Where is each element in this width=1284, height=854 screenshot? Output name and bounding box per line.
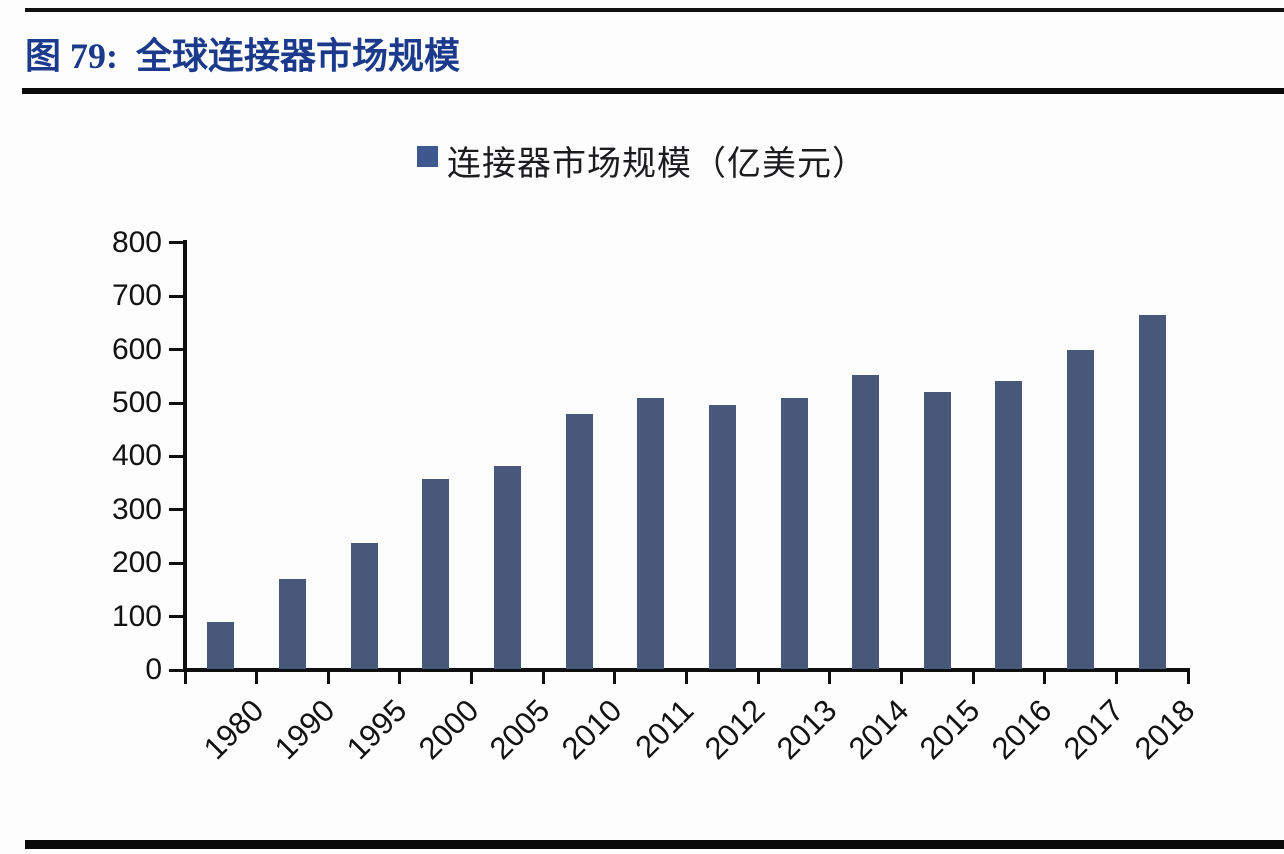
bar <box>1138 314 1166 669</box>
y-axis-tick-label: 100 <box>111 599 162 633</box>
x-axis-tick <box>900 672 903 684</box>
x-axis-tick <box>1186 672 1190 684</box>
bar <box>565 413 593 669</box>
y-axis-tick-label: 600 <box>111 332 162 366</box>
bar <box>278 578 306 669</box>
y-axis-tick-label: 300 <box>111 492 162 526</box>
bar <box>422 478 450 669</box>
bar <box>350 543 378 669</box>
x-axis-tick <box>1043 672 1047 684</box>
bar <box>923 392 951 669</box>
y-axis-tick <box>169 508 183 512</box>
x-axis-tick <box>326 672 330 684</box>
y-axis-tick <box>169 561 183 565</box>
y-axis-tick <box>169 454 183 458</box>
bottom-divider-line <box>25 840 1284 849</box>
y-axis-tick-label: 0 <box>145 653 162 686</box>
y-axis-tick <box>169 241 183 245</box>
y-axis-tick-label: 200 <box>111 546 162 580</box>
legend-marker-icon <box>417 145 438 167</box>
y-axis-tick <box>169 401 183 405</box>
x-axis-line <box>183 668 1190 672</box>
chart-legend: 连接器市场规模（亿美元） <box>0 136 1284 184</box>
y-axis-tick-label: 400 <box>111 439 162 473</box>
x-axis-tick <box>1114 672 1118 684</box>
y-axis-tick <box>169 668 183 672</box>
y-axis-tick <box>169 348 183 352</box>
bar <box>995 380 1023 669</box>
figure-title: 图 79: 全球连接器市场规模 <box>25 36 460 76</box>
y-axis-tick <box>169 294 183 298</box>
y-axis-tick-label: 700 <box>111 279 162 313</box>
y-axis-line <box>183 240 187 672</box>
x-axis-tick <box>971 672 975 684</box>
title-underline <box>22 88 1284 94</box>
y-axis-tick-label: 500 <box>111 386 162 419</box>
bar <box>708 404 736 669</box>
y-axis-tick <box>169 615 183 619</box>
y-axis-tick-label: 800 <box>111 225 162 259</box>
top-divider-line <box>25 8 1284 12</box>
bar <box>637 397 665 669</box>
bar <box>207 622 235 669</box>
x-axis-tick <box>685 672 689 684</box>
x-axis-tick <box>255 672 259 684</box>
bar <box>493 466 521 669</box>
x-axis-tick <box>398 672 402 684</box>
x-axis-tick <box>541 672 545 684</box>
x-axis-tick <box>183 672 187 684</box>
x-axis-tick <box>470 672 474 684</box>
legend-label: 连接器市场规模（亿美元） <box>447 144 867 183</box>
bar <box>1067 349 1095 669</box>
bar <box>852 374 880 669</box>
bar <box>780 397 808 669</box>
x-axis-tick <box>828 672 832 684</box>
x-axis-tick <box>756 672 760 684</box>
x-axis-tick <box>613 672 617 684</box>
